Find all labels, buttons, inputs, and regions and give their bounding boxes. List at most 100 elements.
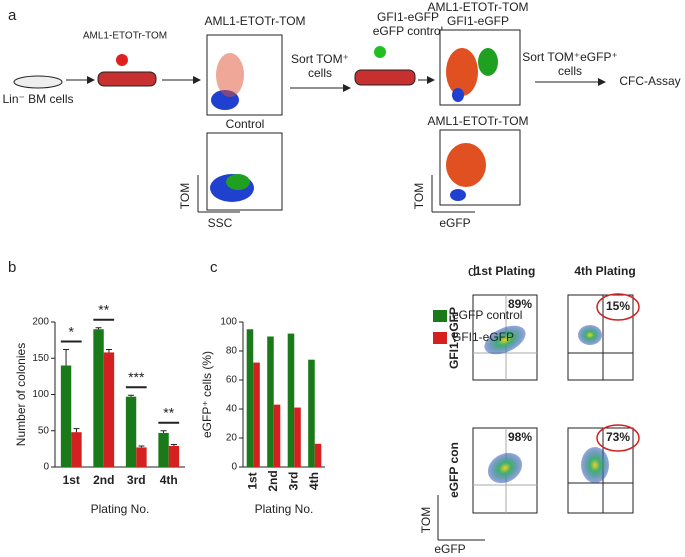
virus-icon — [374, 46, 386, 58]
plot-title: Control — [226, 117, 265, 131]
bar — [314, 443, 322, 467]
plot-title: GFI1-eGFP — [447, 14, 509, 28]
plot-title: AML1-ETOTr-TOM — [427, 0, 528, 14]
y-tick-label: 50 — [38, 425, 50, 436]
bar — [308, 359, 315, 467]
label: AML1-ETOTr-TOM — [83, 31, 167, 42]
x-axis-label: Plating No. — [255, 502, 314, 516]
bar — [253, 362, 260, 467]
column-title: 1st Plating — [475, 264, 536, 278]
population — [216, 53, 244, 97]
population — [446, 143, 486, 187]
label: GFI1-eGFP — [377, 10, 439, 24]
y-tick-label: 100 — [220, 317, 237, 328]
panel-letter: d — [468, 263, 476, 280]
bar — [125, 396, 137, 467]
error-bar — [63, 349, 70, 366]
population — [226, 174, 250, 190]
label: Lin⁻ BM cells — [2, 92, 73, 106]
bar — [267, 336, 274, 467]
axis-label: eGFP — [439, 216, 470, 230]
y-tick-label: 150 — [32, 353, 49, 364]
bar — [294, 407, 301, 467]
error-bar — [128, 394, 135, 397]
y-tick-label: 60 — [226, 375, 238, 386]
error-bar — [73, 428, 80, 433]
error-bar — [160, 430, 167, 433]
axis-label: TOM — [178, 183, 192, 209]
label: eGFP control — [373, 24, 443, 38]
error-bar — [138, 445, 145, 448]
legend-swatch — [433, 332, 447, 344]
axis-arrows — [431, 175, 475, 213]
panel-letter: a — [8, 7, 17, 24]
row-title: eGFP con — [447, 442, 461, 498]
population — [452, 88, 464, 102]
legend-label: eGFP control — [452, 308, 522, 322]
y-tick-label: 0 — [231, 462, 237, 473]
panel-a: a Lin⁻ BM cells AML1-ETOTr-TOM AML1-ETOT… — [2, 0, 680, 230]
axis-arrows — [197, 175, 240, 213]
legend-label: GFI1-eGFP — [452, 330, 514, 344]
y-tick-label: 100 — [32, 389, 49, 400]
y-axis-label: Number of colonies — [14, 343, 28, 446]
legend-swatch — [433, 310, 447, 322]
dish — [13, 75, 63, 89]
axis-arrows — [437, 495, 485, 541]
panel-letter: b — [8, 259, 16, 276]
x-tick-label: 1st — [63, 473, 80, 487]
x-tick-label: 4th — [307, 472, 321, 490]
percentage: 15% — [606, 299, 630, 313]
bar — [168, 445, 180, 467]
bar — [136, 447, 147, 467]
population — [581, 447, 609, 483]
bar — [103, 352, 115, 467]
y-tick-label: 0 — [43, 462, 49, 473]
significance: ** — [98, 302, 109, 318]
bar — [273, 404, 281, 467]
population — [478, 48, 498, 76]
plot-title: AML1-ETOTr-TOM — [427, 114, 528, 128]
population — [446, 48, 478, 96]
label: Sort TOM⁺ — [291, 52, 349, 66]
x-tick-label: 4th — [160, 473, 178, 487]
population — [487, 452, 523, 484]
gate — [568, 295, 633, 380]
x-tick-label: 2nd — [93, 473, 114, 487]
y-tick-label: 200 — [32, 317, 49, 328]
x-tick-label: 1st — [245, 472, 259, 489]
label: CFC-Assay — [619, 74, 680, 88]
column-title: 4th Plating — [574, 264, 635, 278]
x-tick-label: 3rd — [286, 472, 300, 491]
y-tick-label: 40 — [226, 404, 238, 415]
percentage: 89% — [508, 297, 532, 311]
bar — [71, 432, 82, 467]
highlight — [596, 424, 640, 452]
population — [578, 325, 602, 345]
highlight — [596, 293, 640, 321]
axis-label: TOM — [412, 183, 426, 209]
error-bar — [95, 327, 102, 330]
error-bar — [105, 349, 112, 353]
label: cells — [308, 66, 332, 80]
axis-label: TOM — [419, 507, 433, 533]
x-tick-label: 2nd — [266, 470, 280, 491]
axis-label: SSC — [208, 216, 233, 230]
panel-letter: c — [210, 259, 218, 276]
label: Sort TOM⁺eGFP⁺ — [522, 50, 618, 64]
x-tick-label: 3rd — [127, 473, 146, 487]
error-bar — [170, 444, 177, 446]
y-axis-label: eGFP⁺ cells (%) — [200, 351, 214, 438]
population — [450, 189, 466, 201]
percentage: 73% — [606, 430, 630, 444]
y-tick-label: 20 — [226, 433, 238, 444]
x-axis-label: Plating No. — [91, 502, 150, 516]
dish — [354, 69, 416, 86]
bar — [246, 329, 254, 467]
bar — [158, 432, 169, 467]
panel-d: d 1st Plating 4th Plating GFI1-eGFP eGFP… — [419, 263, 640, 556]
significance: *** — [128, 369, 145, 385]
row-title: GFI1-eGFP — [447, 307, 461, 369]
plot-title: AML1-ETOTr-TOM — [204, 14, 305, 28]
